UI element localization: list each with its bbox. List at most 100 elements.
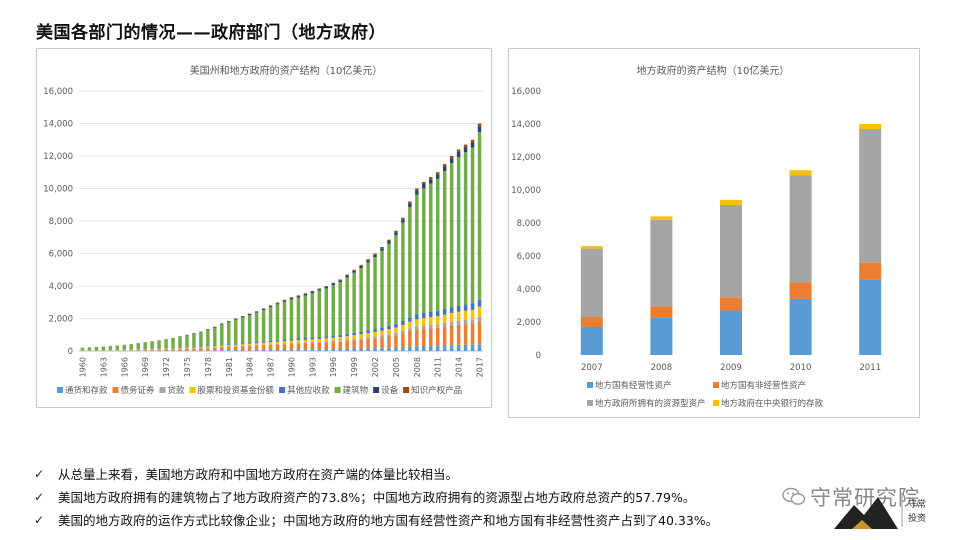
bar-segment xyxy=(463,304,468,311)
bar-segment xyxy=(720,199,742,205)
bar-segment xyxy=(429,345,433,351)
bar-segment xyxy=(324,336,329,339)
x-tick-label: 1960 xyxy=(78,357,87,377)
local-gov-asset-structure-chart: 地方政府的资产结构（10亿美元） 0 2,000 4,000 6,000 8,000 10,… xyxy=(508,48,920,418)
bar-segment xyxy=(206,350,210,351)
bar-segment xyxy=(164,348,168,350)
bar-segment xyxy=(456,305,461,312)
legend-swatch xyxy=(713,400,719,406)
bar-segment xyxy=(789,175,812,283)
bar-segment xyxy=(185,335,189,348)
bar-segment xyxy=(435,178,440,311)
bar-segment xyxy=(254,349,259,351)
x-tick-label: 2014 xyxy=(455,357,464,377)
bar-segment xyxy=(720,297,742,311)
bar-segment xyxy=(352,338,356,341)
bar-segment xyxy=(470,323,475,345)
y-tick-label: 12,000 xyxy=(511,153,541,163)
bar-segment xyxy=(150,341,154,349)
x-tick-label: 2005 xyxy=(392,357,401,377)
bar-segment xyxy=(310,341,315,344)
bar-segment xyxy=(164,349,168,351)
bar-segment xyxy=(185,347,189,349)
bar-segment xyxy=(268,306,273,308)
bullet-list: ✓ 从总量上来看，美国地方政府和中国地方政府在资产端的体量比较相当。 ✓ 美国地… xyxy=(34,462,794,531)
bar-segment xyxy=(477,344,482,351)
bar-segment xyxy=(352,272,356,333)
bar-segment xyxy=(254,345,259,350)
bar-segment xyxy=(352,269,356,271)
bar-segment xyxy=(324,286,329,289)
bar-segment xyxy=(789,282,812,299)
legend-label: 地方政府所拥有的资源型资产 xyxy=(595,398,706,409)
legend-label: 知识产权产品 xyxy=(411,385,462,396)
bar-segment xyxy=(380,330,384,336)
legend-swatch xyxy=(112,387,119,393)
x-tick-label: 2011 xyxy=(859,363,881,373)
bar-segment xyxy=(387,347,391,351)
x-tick-label: 1978 xyxy=(204,357,213,377)
bar-segment xyxy=(456,156,461,306)
bar-segment xyxy=(435,345,440,351)
x-tick-label: 1996 xyxy=(329,357,338,377)
bar-segment xyxy=(415,190,419,195)
bar-segment xyxy=(282,299,287,301)
bar-segment xyxy=(415,329,419,347)
bar-segment xyxy=(401,222,405,322)
bar-segment xyxy=(359,331,363,335)
bar-segment xyxy=(268,345,273,350)
bar-segment xyxy=(303,339,308,343)
check-icon: ✓ xyxy=(34,466,45,481)
bar-segment xyxy=(289,298,294,300)
bar-segment xyxy=(435,324,440,328)
bar-segment xyxy=(199,346,203,348)
svg-text:守常: 守常 xyxy=(908,498,926,510)
bar-segment xyxy=(240,343,245,345)
bar-segment xyxy=(401,219,405,223)
bar-segment xyxy=(401,331,405,334)
bar-segment xyxy=(192,347,196,349)
bullet-item: ✓ 从总量上来看，美国地方政府和中国地方政府在资产端的体量比较相当。 xyxy=(34,462,794,485)
bar-segment xyxy=(650,216,673,220)
bar-segment xyxy=(303,295,308,339)
bar-segment xyxy=(373,329,377,332)
x-tick-label: 2007 xyxy=(581,363,603,373)
bar-segment xyxy=(233,350,238,351)
bar-segment xyxy=(380,247,384,249)
bar-segment xyxy=(352,348,356,351)
bar-segment xyxy=(408,328,412,332)
bar-segment xyxy=(394,327,398,333)
bar-segment xyxy=(366,339,370,349)
x-tick-label: 1975 xyxy=(183,357,192,377)
bar-segment xyxy=(345,341,349,349)
bar-segment xyxy=(435,327,440,346)
bar-segment xyxy=(317,349,322,351)
bar-segment xyxy=(296,296,301,298)
bar-segment xyxy=(247,314,252,316)
bar-segment xyxy=(296,297,301,339)
bar-segment xyxy=(380,337,384,348)
bar-segment xyxy=(122,345,127,350)
bar-segment xyxy=(463,324,468,345)
bar-segment xyxy=(268,349,273,351)
bar-segment xyxy=(449,158,454,164)
bar-segment xyxy=(408,346,412,351)
bar-segment xyxy=(220,350,224,351)
bar-segment xyxy=(261,308,266,309)
bar-segment xyxy=(310,290,315,292)
bar-segment xyxy=(650,317,673,355)
bar-segment xyxy=(331,283,335,286)
bar-segment xyxy=(415,188,419,191)
bar-segment xyxy=(331,340,335,343)
bar-segment xyxy=(136,343,140,350)
bar-segment xyxy=(415,346,419,351)
bar-segment xyxy=(220,344,224,346)
bar-segment xyxy=(199,348,203,351)
bar-segment xyxy=(366,260,370,263)
bar-segment xyxy=(366,330,370,334)
bar-segment xyxy=(324,288,329,337)
legend-swatch xyxy=(189,387,196,393)
bar-segment xyxy=(268,307,273,341)
bar-segment xyxy=(317,289,322,291)
bar-segment xyxy=(380,327,384,331)
